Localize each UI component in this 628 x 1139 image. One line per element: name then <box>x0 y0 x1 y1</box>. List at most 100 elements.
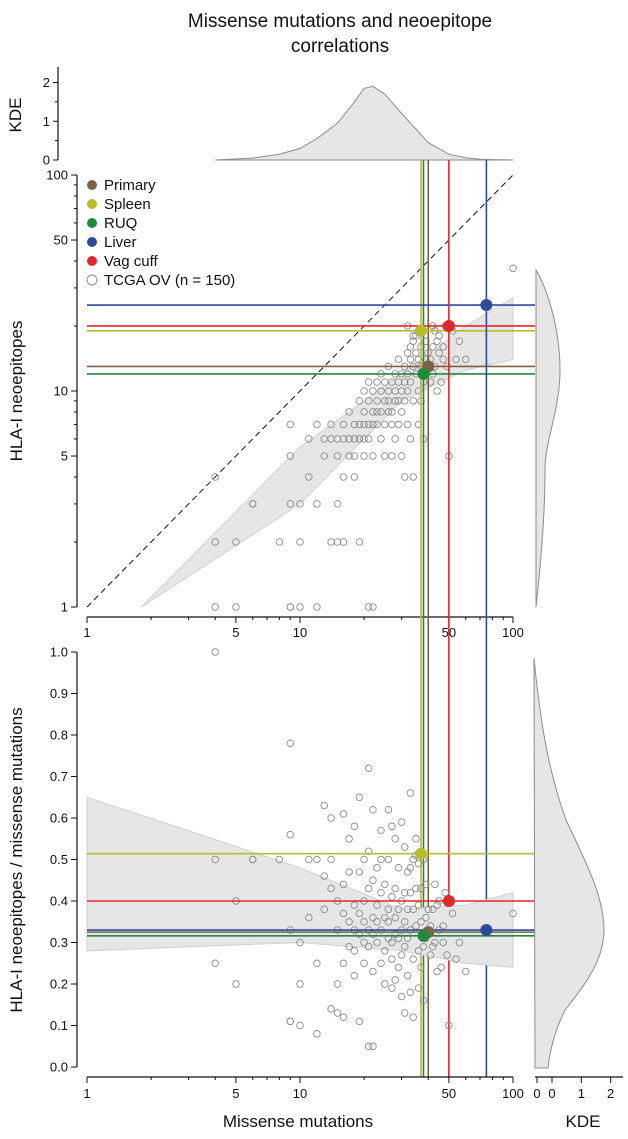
tcga-point <box>422 913 430 922</box>
ytick-label: 0.8 <box>50 728 68 743</box>
tcga-point <box>296 1021 304 1030</box>
tcga-point <box>320 452 329 460</box>
tcga-point <box>394 355 403 364</box>
tcga-point <box>373 918 381 926</box>
tcga-point <box>400 942 409 951</box>
y-axis-label: HLA-I neoepitopes / missense mutations <box>7 707 26 1012</box>
tcga-point <box>452 955 460 963</box>
tcga-point <box>406 789 415 797</box>
tcga-point <box>339 959 348 968</box>
tcga-point <box>313 959 321 968</box>
tcga-point <box>345 868 353 876</box>
tcga-point <box>384 918 393 926</box>
tcga-point <box>360 959 368 968</box>
tcga-point <box>364 603 373 611</box>
tcga-point <box>350 473 359 481</box>
tcga-point <box>369 913 377 922</box>
kde-top-panel: 0 1 2 KDE <box>6 67 514 168</box>
tcga-point <box>339 473 348 481</box>
tcga-point <box>305 855 313 864</box>
tcga-point <box>248 855 257 864</box>
tcga-point <box>232 603 240 611</box>
tcga-point <box>381 420 389 429</box>
tcga-point <box>391 397 399 405</box>
tcga-point <box>400 918 409 926</box>
tcga-point <box>426 951 435 959</box>
tcga-point <box>391 435 399 443</box>
tcga-point <box>345 435 353 443</box>
tcga-point <box>373 408 381 416</box>
kde-right-xtick-label: 0 <box>533 1086 540 1101</box>
tcga-point <box>391 835 399 843</box>
ytick-label: 100 <box>46 168 68 183</box>
tcga-point <box>412 884 420 893</box>
tcga-point <box>360 435 368 443</box>
tcga-point <box>397 818 406 826</box>
tcga-point <box>384 905 393 914</box>
ytick-label: 0.5 <box>50 852 68 867</box>
tcga-point <box>431 880 439 889</box>
tcga-point <box>409 855 417 864</box>
tcga-point <box>409 397 417 405</box>
tcga-point <box>437 963 445 972</box>
sample-point-ruq <box>417 367 430 380</box>
tcga-point <box>369 876 377 885</box>
tcga-point <box>412 835 420 843</box>
tcga-point <box>275 538 284 546</box>
tcga-point <box>400 888 409 897</box>
tcga-point <box>286 500 295 508</box>
tcga-point <box>369 452 377 460</box>
sample-point-vag-cuff <box>442 895 455 907</box>
tcga-point <box>369 408 377 416</box>
tcga-point <box>381 397 389 405</box>
tcga-point <box>355 1017 364 1026</box>
tcga-point <box>364 397 373 405</box>
tcga-point <box>327 1005 335 1013</box>
tcga-point <box>350 947 359 955</box>
xtick-label: 5 <box>232 1086 239 1101</box>
tcga-point <box>296 938 304 947</box>
tcga-point <box>439 355 447 364</box>
tcga-point <box>286 603 295 611</box>
tcga-point <box>373 938 381 947</box>
ytick-label: 50 <box>54 233 68 248</box>
tcga-point <box>394 420 403 429</box>
tcga-point <box>232 980 240 988</box>
tcga-point <box>369 805 377 814</box>
tcga-point <box>373 397 381 405</box>
tcga-point <box>350 435 359 443</box>
tcga-point <box>394 864 403 872</box>
tcga-point <box>333 435 342 443</box>
tcga-point <box>377 408 385 416</box>
tcga-point <box>439 343 447 351</box>
tcga-point <box>296 538 304 546</box>
tcga-point <box>364 847 373 855</box>
tcga-point <box>429 942 437 951</box>
legend-label-ruq: RUQ <box>104 215 137 232</box>
tcga-point <box>412 922 420 930</box>
tcga-point <box>350 971 359 980</box>
ytick-label: 5 <box>61 449 68 464</box>
ytick-label: 1.0 <box>50 645 68 660</box>
tcga-point <box>381 947 389 955</box>
tcga-point <box>384 805 393 814</box>
tcga-point <box>360 420 368 429</box>
sample-point-liver <box>480 924 493 937</box>
tcga-point <box>377 387 385 395</box>
tcga-point <box>443 951 451 959</box>
sample-point-liver <box>480 299 493 312</box>
kde-right-xtick-label: 2 <box>607 1086 614 1101</box>
tcga-point <box>211 473 219 481</box>
xtick-label: 5 <box>232 625 239 640</box>
ytick-label: 0.7 <box>50 769 68 784</box>
tcga-point <box>435 332 443 340</box>
tcga-point <box>377 826 385 835</box>
tcga-point <box>414 947 423 955</box>
tcga-point <box>403 349 412 357</box>
tcga-point <box>448 909 457 918</box>
xtick-label: 10 <box>293 625 307 640</box>
tcga-point <box>433 967 441 976</box>
tcga-point <box>429 905 437 914</box>
sample-point-vag-cuff <box>442 319 455 332</box>
tcga-point <box>397 408 406 416</box>
